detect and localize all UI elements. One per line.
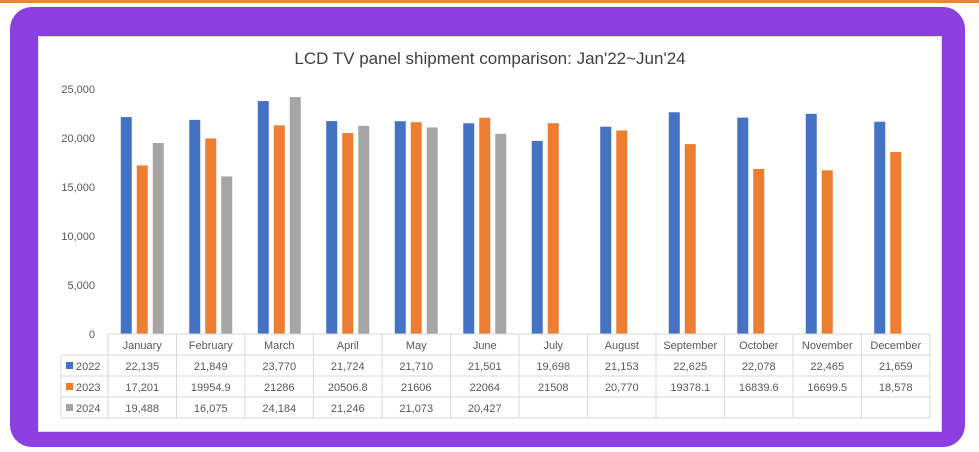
legend-label: 2023 — [76, 382, 100, 394]
bar-2022 — [257, 101, 269, 334]
category-label: June — [473, 340, 497, 352]
bar-2023 — [547, 123, 559, 334]
data-label: 21,659 — [879, 361, 913, 373]
bar-2023 — [342, 133, 354, 334]
category-label: September — [663, 340, 717, 352]
bar-2024 — [289, 96, 301, 334]
data-label: 21286 — [264, 382, 295, 394]
data-label: 19954.9 — [191, 382, 231, 394]
data-label: 21,710 — [399, 361, 433, 373]
bar-2022 — [189, 119, 201, 335]
data-label: 19,488 — [125, 403, 159, 415]
category-label: April — [337, 340, 359, 352]
category-label: December — [870, 340, 921, 352]
category-label: May — [406, 340, 427, 352]
data-label: 21508 — [538, 382, 569, 394]
data-label: 21,073 — [399, 403, 433, 415]
y-tick-label: 25,000 — [61, 84, 95, 96]
y-tick-label: 10,000 — [61, 231, 95, 243]
data-label: 22064 — [469, 382, 500, 394]
bar-2022 — [600, 126, 612, 335]
chart-panel: LCD TV panel shipment comparison: Jan'22… — [38, 36, 942, 432]
data-label: 24,184 — [262, 403, 296, 415]
data-label: 21,246 — [331, 403, 365, 415]
bar-2022 — [463, 123, 475, 335]
data-label: 22,135 — [125, 361, 159, 373]
bar-2023 — [890, 151, 902, 334]
legend-key-2024 — [66, 404, 73, 411]
category-label: March — [264, 340, 295, 352]
legend-key-2022 — [66, 362, 73, 369]
legend-label: 2022 — [76, 361, 100, 373]
bar-2022 — [531, 140, 543, 334]
bar-2023 — [616, 130, 628, 334]
data-label: 21,849 — [194, 361, 228, 373]
data-label: 20,427 — [468, 403, 502, 415]
category-label: July — [543, 340, 563, 352]
bar-2022 — [737, 117, 749, 335]
chart-title: LCD TV panel shipment comparison: Jan'22… — [294, 49, 686, 68]
legend-label: 2024 — [76, 403, 100, 415]
bar-2024 — [426, 127, 438, 335]
legend-key-2023 — [66, 383, 73, 390]
bar-2022 — [805, 113, 817, 334]
category-label: February — [189, 340, 234, 352]
bar-2022 — [668, 112, 680, 335]
data-label: 21,501 — [468, 361, 502, 373]
bar-2023 — [136, 165, 148, 334]
data-label: 17,201 — [125, 382, 159, 394]
bar-chart: 0 5,000 10,000 15,000 20,000 25,000 January Feb… — [60, 84, 931, 419]
bar-2022 — [874, 121, 886, 335]
bar-2022 — [120, 117, 132, 335]
top-accent-line — [0, 0, 979, 3]
y-tick-label: 20,000 — [61, 133, 95, 145]
data-label: 18,578 — [879, 382, 913, 394]
data-label: 19,698 — [536, 361, 570, 373]
data-label: 16839.6 — [739, 382, 779, 394]
y-tick-label: 5,000 — [67, 280, 95, 292]
category-label: January — [123, 340, 163, 352]
data-label: 16699.5 — [807, 382, 847, 394]
category-label: October — [739, 340, 778, 352]
bar-2023 — [753, 168, 765, 334]
y-tick-label: 0 — [89, 329, 95, 341]
data-label: 21,153 — [605, 361, 639, 373]
category-label: November — [802, 340, 853, 352]
bar-2024 — [221, 176, 233, 334]
data-label: 22,078 — [742, 361, 776, 373]
y-tick-label: 15,000 — [61, 182, 95, 194]
bar-2024 — [358, 125, 370, 334]
bar-2023 — [273, 125, 285, 334]
bar-2023 — [684, 144, 696, 334]
data-label: 23,770 — [262, 361, 296, 373]
data-label: 19378.1 — [670, 382, 710, 394]
bar-2022 — [394, 121, 406, 334]
bar-2023 — [479, 117, 491, 334]
data-label: 22,465 — [810, 361, 844, 373]
data-label: 16,075 — [194, 403, 228, 415]
bar-2023 — [205, 138, 217, 334]
bar-2024 — [495, 133, 507, 334]
data-label: 21,724 — [331, 361, 365, 373]
bar-2023 — [410, 122, 422, 334]
bar-2024 — [152, 143, 164, 334]
data-label: 20506.8 — [328, 382, 368, 394]
data-label: 21606 — [401, 382, 432, 394]
category-label: August — [605, 340, 639, 352]
bar-2022 — [326, 121, 338, 334]
data-label: 22,625 — [673, 361, 707, 373]
data-label: 20,770 — [605, 382, 639, 394]
bar-2023 — [821, 170, 833, 334]
